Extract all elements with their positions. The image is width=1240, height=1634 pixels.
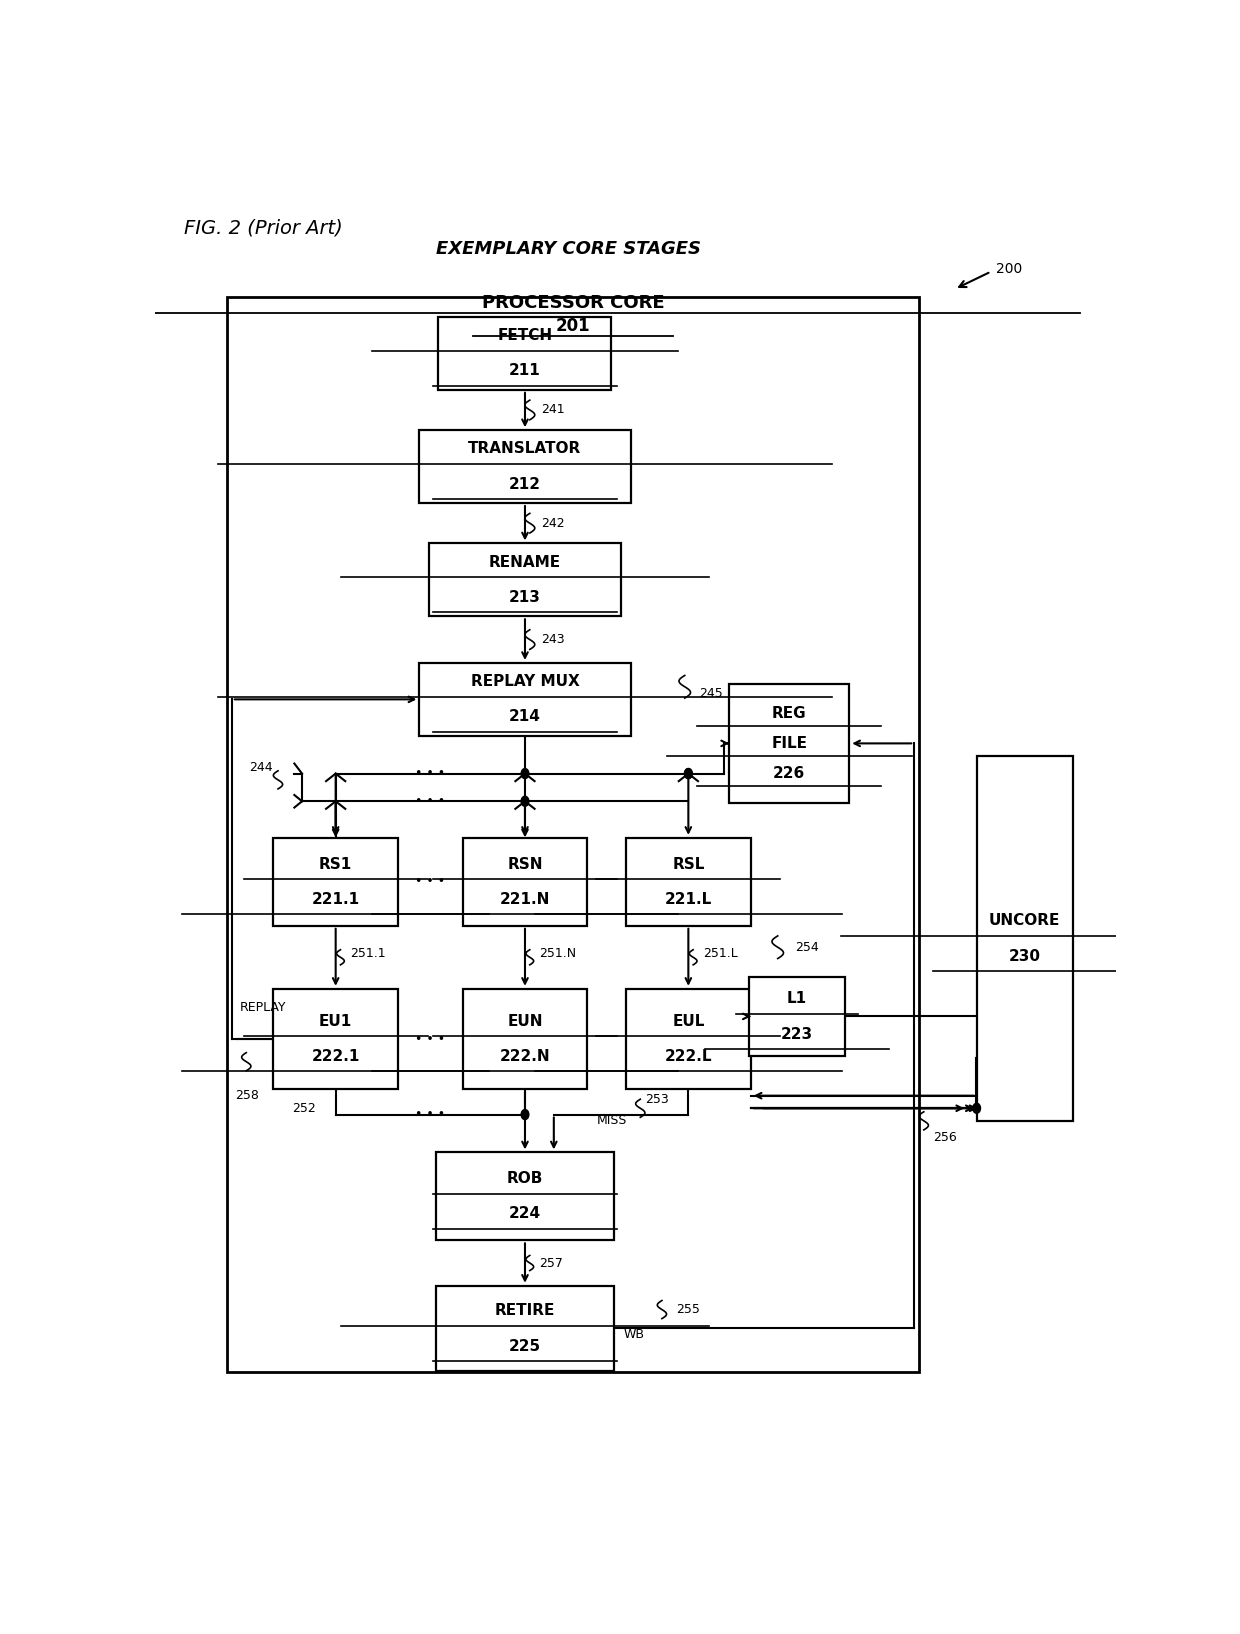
Text: 222.N: 222.N	[500, 1049, 551, 1064]
Text: 258: 258	[234, 1090, 259, 1103]
Text: 243: 243	[542, 632, 565, 645]
FancyBboxPatch shape	[729, 683, 849, 804]
Text: 213: 213	[510, 590, 541, 605]
Circle shape	[521, 1109, 528, 1119]
Text: • • •: • • •	[415, 1033, 445, 1046]
Text: 241: 241	[542, 404, 565, 417]
FancyBboxPatch shape	[749, 977, 844, 1056]
FancyBboxPatch shape	[463, 838, 588, 926]
Text: 221.L: 221.L	[665, 892, 712, 907]
Text: RETIRE: RETIRE	[495, 1304, 556, 1319]
Circle shape	[684, 768, 692, 779]
Circle shape	[521, 768, 528, 779]
Text: RS1: RS1	[319, 856, 352, 871]
Text: • • •: • • •	[415, 794, 445, 807]
Text: 245: 245	[699, 686, 723, 699]
Text: 244: 244	[249, 761, 273, 775]
FancyBboxPatch shape	[419, 663, 631, 735]
Text: 257: 257	[539, 1257, 563, 1270]
Text: 221.N: 221.N	[500, 892, 551, 907]
Text: 212: 212	[508, 477, 541, 492]
FancyBboxPatch shape	[463, 989, 588, 1090]
Text: FILE: FILE	[771, 735, 807, 752]
Text: 230: 230	[1008, 948, 1040, 964]
FancyBboxPatch shape	[436, 1286, 614, 1371]
Text: EUL: EUL	[672, 1015, 704, 1029]
Text: MISS: MISS	[598, 1114, 627, 1127]
Text: PROCESSOR CORE: PROCESSOR CORE	[481, 294, 665, 312]
FancyBboxPatch shape	[273, 838, 398, 926]
Text: REPLAY: REPLAY	[239, 1002, 286, 1015]
Circle shape	[684, 768, 692, 779]
Text: FETCH: FETCH	[497, 328, 553, 343]
Circle shape	[973, 1103, 981, 1113]
Circle shape	[521, 796, 528, 806]
FancyBboxPatch shape	[977, 757, 1073, 1121]
Text: 223: 223	[781, 1026, 813, 1041]
FancyBboxPatch shape	[227, 297, 919, 1373]
FancyBboxPatch shape	[626, 989, 751, 1090]
Text: RSN: RSN	[507, 856, 543, 871]
Text: EUN: EUN	[507, 1015, 543, 1029]
Text: 251.L: 251.L	[703, 948, 738, 961]
Text: • • •: • • •	[415, 766, 445, 779]
Text: 200: 200	[996, 261, 1022, 276]
FancyBboxPatch shape	[626, 838, 751, 926]
Text: 221.1: 221.1	[311, 892, 360, 907]
Text: 252: 252	[293, 1101, 316, 1114]
Text: RENAME: RENAME	[489, 554, 560, 570]
Text: 225: 225	[508, 1338, 541, 1353]
Text: WB: WB	[624, 1328, 645, 1342]
Text: 222.L: 222.L	[665, 1049, 712, 1064]
Text: TRANSLATOR: TRANSLATOR	[469, 441, 582, 456]
Text: RSL: RSL	[672, 856, 704, 871]
FancyBboxPatch shape	[419, 430, 631, 503]
Text: EU1: EU1	[319, 1015, 352, 1029]
Text: FIG. 2 (Prior Art): FIG. 2 (Prior Art)	[184, 217, 342, 237]
Text: 226: 226	[773, 766, 806, 781]
Text: 214: 214	[510, 709, 541, 724]
FancyBboxPatch shape	[273, 989, 398, 1090]
Text: 256: 256	[934, 1131, 957, 1144]
Text: 255: 255	[676, 1302, 701, 1315]
Text: • • •: • • •	[415, 876, 445, 889]
Text: 222.1: 222.1	[311, 1049, 360, 1064]
Text: 224: 224	[508, 1206, 541, 1222]
Text: L1: L1	[787, 992, 807, 1007]
FancyBboxPatch shape	[429, 544, 621, 616]
Text: REPLAY MUX: REPLAY MUX	[471, 675, 579, 690]
Text: 254: 254	[795, 941, 818, 954]
FancyBboxPatch shape	[439, 317, 611, 391]
Text: ROB: ROB	[507, 1172, 543, 1186]
FancyBboxPatch shape	[436, 1152, 614, 1240]
Text: UNCORE: UNCORE	[990, 913, 1060, 928]
Text: 211: 211	[510, 363, 541, 379]
Text: • • •: • • •	[415, 1108, 445, 1121]
Text: REG: REG	[773, 706, 806, 721]
Text: 242: 242	[542, 516, 565, 529]
Text: EXEMPLARY CORE STAGES: EXEMPLARY CORE STAGES	[435, 240, 701, 258]
Text: 201: 201	[556, 317, 590, 335]
Text: 251.N: 251.N	[539, 948, 577, 961]
Text: 251.1: 251.1	[350, 948, 386, 961]
Text: 253: 253	[645, 1093, 668, 1106]
